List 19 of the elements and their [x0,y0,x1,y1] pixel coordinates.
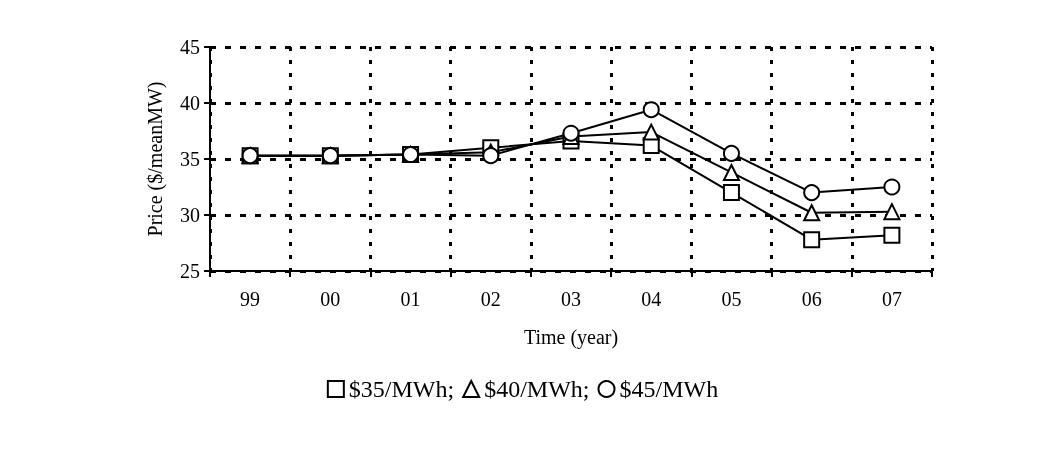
y-tick-label: 45 [180,36,200,58]
y-tick-label: 35 [180,148,200,170]
x-tick-label: 99 [240,288,261,310]
x-tick-label: 07 [881,288,902,310]
x-tick-label: 03 [561,288,581,310]
legend-label: $40/MWh; [484,376,590,402]
y-tick-label: 25 [180,260,200,282]
x-tick-label: 06 [801,288,822,310]
y-axis-title: Price ($/meanMW) [144,81,167,237]
y-tick-label: 30 [180,204,200,226]
x-tick-label: 01 [400,288,421,310]
x-tick-label: 00 [320,288,341,310]
x-tick-label: 04 [641,288,662,310]
x-axis-title: Time (year) [523,326,619,349]
x-tick-label: 05 [721,288,742,310]
x-tick-label: 02 [480,288,501,310]
legend-label: $35/MWh; [348,376,455,402]
y-tick-label: 40 [180,92,200,114]
legend-label: $45/MWh [619,376,719,402]
